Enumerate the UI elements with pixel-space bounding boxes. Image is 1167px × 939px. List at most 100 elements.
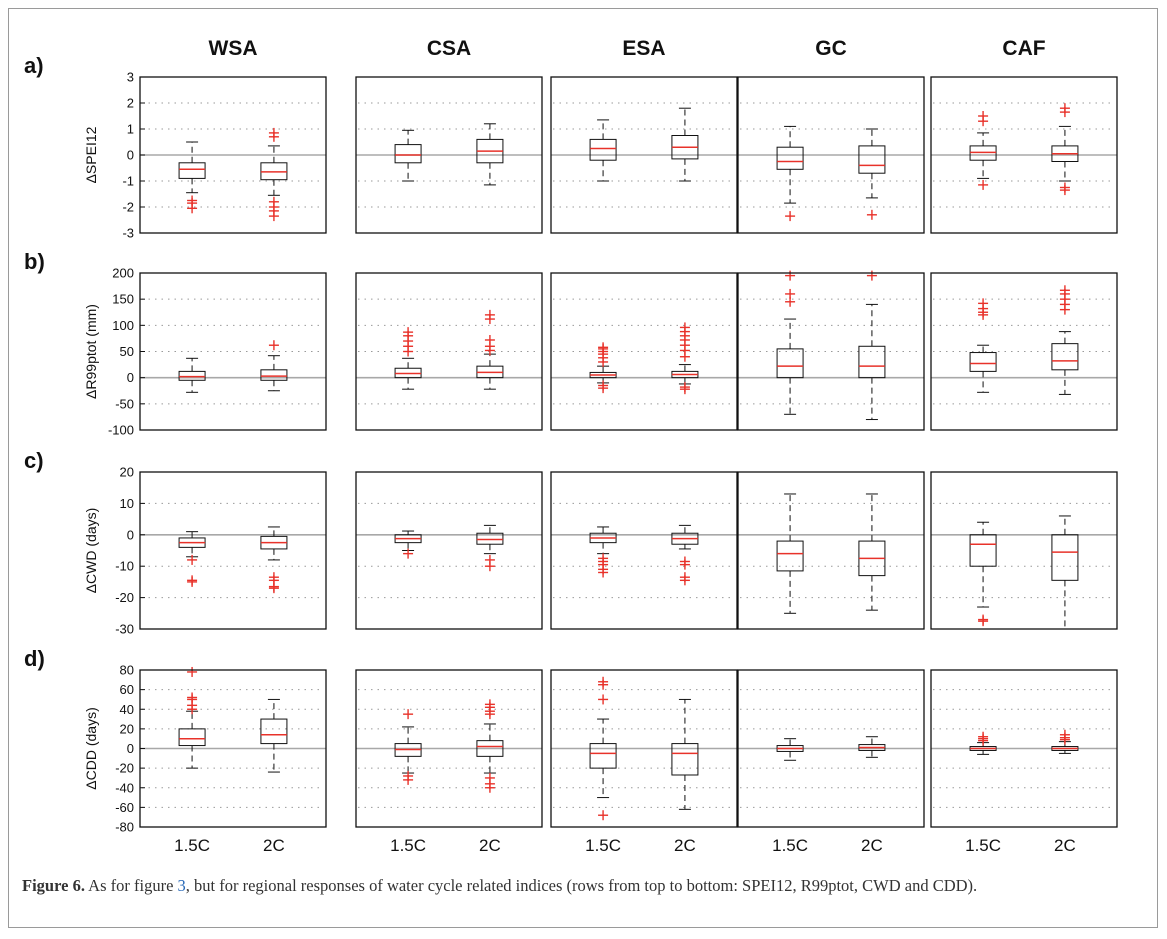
outlier-marker — [978, 616, 989, 627]
outlier-marker — [403, 709, 414, 720]
box-1_5C — [969, 731, 997, 755]
column-title-caf: CAF — [1002, 37, 1045, 60]
panel-gc-row-3 — [737, 669, 925, 828]
outlier-marker — [598, 383, 609, 394]
y-axis-label-row-0: ΔSPEI12 — [83, 126, 99, 183]
panel-border — [737, 669, 925, 828]
box-2C — [1051, 285, 1079, 395]
outlier-marker — [484, 782, 495, 793]
panel-esa-row-2 — [550, 471, 738, 630]
y-tick-label: 20 — [120, 465, 134, 480]
outlier-marker — [268, 127, 279, 138]
row-label-2: c) — [24, 448, 44, 473]
y-tick-label: 10 — [120, 496, 134, 511]
y-tick-label: 40 — [120, 702, 134, 717]
box-iqr — [858, 145, 886, 174]
box-2C — [476, 699, 504, 793]
y-tick-label: -20 — [115, 590, 134, 605]
x-tick-label-1_5C: 1.5C — [390, 836, 426, 855]
box-1_5C — [969, 521, 997, 627]
outlier-marker — [1059, 185, 1070, 196]
box-1_5C — [776, 493, 804, 614]
row-label-3: d) — [24, 646, 45, 671]
outlier-marker — [187, 203, 198, 214]
boxplot-grid-figure: WSA CSA ESA GC CAFa)ΔSPEI123210-1-2-3b)ΔR99p… — [24, 37, 1118, 855]
panel-border — [355, 471, 543, 630]
outlier-marker — [187, 692, 198, 703]
outlier-marker — [403, 327, 414, 338]
panel-border — [139, 272, 327, 431]
panel-border — [139, 76, 327, 234]
outlier-marker — [598, 810, 609, 821]
box-iqr — [589, 138, 617, 161]
box-2C — [1051, 729, 1079, 754]
box-2C — [1051, 103, 1079, 196]
box-iqr — [1051, 343, 1079, 371]
box-1_5C — [394, 530, 422, 559]
panel-wsa-row-0 — [139, 76, 327, 234]
figure-caption: Figure 6. As for figure 3, but for regio… — [22, 875, 1147, 897]
y-tick-label: 3 — [127, 70, 134, 85]
box-2C — [1051, 515, 1079, 630]
y-tick-label: -30 — [115, 622, 134, 637]
outlier-marker — [268, 340, 279, 351]
outlier-marker — [1059, 285, 1070, 296]
caption-figure-ref[interactable]: 3 — [177, 876, 186, 895]
panel-border — [930, 471, 1118, 630]
box-1_5C — [394, 327, 422, 390]
box-2C — [858, 736, 886, 758]
y-tick-label: -3 — [122, 226, 134, 241]
box-iqr — [394, 144, 422, 164]
y-tick-label: -50 — [115, 396, 134, 411]
x-tick-label-2C: 2C — [479, 836, 501, 855]
box-1_5C — [394, 129, 422, 182]
box-2C — [476, 123, 504, 186]
panel-caf-row-3 — [930, 669, 1118, 828]
outlier-marker — [598, 342, 609, 353]
outlier-marker — [785, 211, 796, 222]
box-iqr — [776, 540, 804, 572]
outlier-marker — [187, 554, 198, 565]
y-axis-label-row-3: ΔCDD (days) — [83, 707, 99, 789]
y-tick-label: -2 — [122, 200, 134, 215]
panel-esa-row-0 — [550, 76, 738, 234]
box-iqr — [178, 370, 206, 381]
y-tick-label: 100 — [112, 318, 134, 333]
x-tick-label-2C: 2C — [674, 836, 696, 855]
outlier-marker — [484, 561, 495, 572]
box-1_5C — [969, 111, 997, 190]
box-2C — [858, 128, 886, 220]
box-iqr — [1051, 534, 1079, 581]
box-2C — [476, 524, 504, 572]
box-2C — [260, 526, 288, 594]
panel-caf-row-1 — [930, 272, 1118, 431]
panel-border — [355, 272, 543, 431]
box-1_5C — [776, 125, 804, 222]
box-1_5C — [589, 676, 617, 821]
x-tick-label-2C: 2C — [861, 836, 883, 855]
column-title-wsa: WSA — [209, 37, 258, 60]
panel-esa-row-1 — [550, 272, 738, 431]
y-tick-label: -100 — [108, 423, 134, 438]
y-tick-label: -40 — [115, 780, 134, 795]
y-tick-label: 0 — [127, 370, 134, 385]
outlier-marker — [978, 111, 989, 121]
row-label-0: a) — [24, 53, 44, 78]
box-iqr — [776, 348, 804, 379]
y-tick-label: 80 — [120, 663, 134, 678]
box-2C — [671, 524, 699, 586]
panel-caf-row-2 — [930, 471, 1118, 630]
y-tick-label: -60 — [115, 800, 134, 815]
outlier-marker — [598, 694, 609, 705]
outlier-marker — [598, 676, 609, 687]
box-1_5C — [394, 709, 422, 785]
y-tick-label: -1 — [122, 174, 134, 189]
outlier-marker — [484, 309, 495, 320]
box-1_5C — [178, 531, 206, 587]
outlier-marker — [187, 576, 198, 587]
box-1_5C — [776, 738, 804, 761]
outlier-marker — [268, 211, 279, 222]
outlier-marker — [785, 270, 796, 281]
y-tick-label: 20 — [120, 721, 134, 736]
y-tick-label: 150 — [112, 292, 134, 307]
